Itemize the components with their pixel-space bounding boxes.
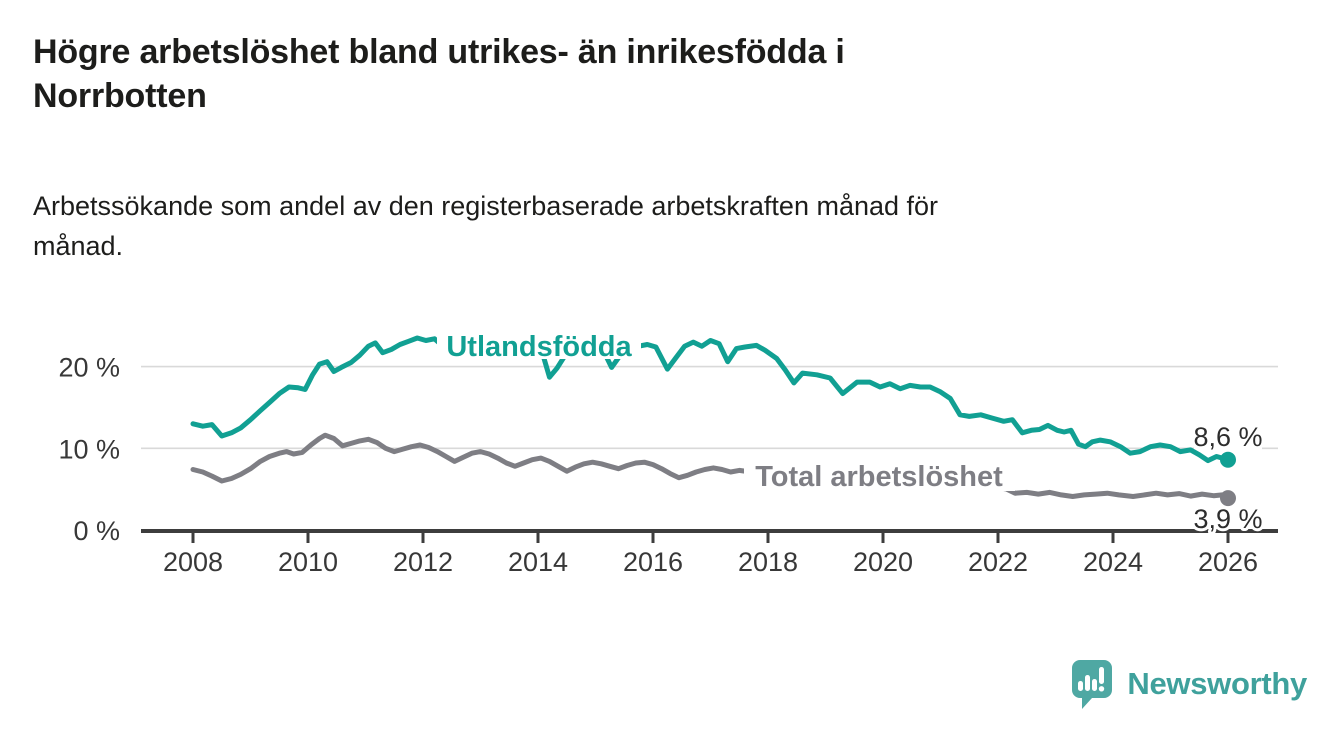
title-line-2: Norrbotten (33, 77, 207, 115)
end-label-mask-0 (1194, 424, 1262, 450)
x-tick-label-2024: 2024 (1083, 547, 1143, 577)
line-label-mask-0 (437, 332, 641, 359)
x-tick-label-2010: 2010 (278, 547, 338, 577)
y-tick-label-0pct: 0 % (73, 516, 120, 546)
title-line-1: Högre arbetslöshet bland utrikes- än inr… (33, 33, 845, 71)
y-tick-label-20pct: 20 % (58, 353, 120, 383)
x-tick-label-2018: 2018 (738, 547, 798, 577)
line-label-mask-1 (744, 461, 1015, 491)
x-tick-label-2012: 2012 (393, 547, 453, 577)
subtitle-line-2: månad. (33, 231, 124, 261)
newsworthy-brand: Newsworthy (1070, 658, 1307, 710)
end-value-label-utlandsf-dda: 8,6 % (1193, 422, 1262, 452)
series-line-utlandsf-dda (190, 335, 1231, 464)
x-tick-label-2020: 2020 (853, 547, 913, 577)
end-dot-total-arbetsl-shet (1220, 490, 1236, 507)
brand-name: Newsworthy (1127, 666, 1307, 701)
x-tick-label-2026: 2026 (1198, 547, 1258, 577)
x-tick-label-2016: 2016 (623, 547, 683, 577)
page-title: Högre arbetslöshet bland utrikes- än inr… (33, 30, 1273, 118)
subtitle-line-1: Arbetssökande som andel av den registerb… (33, 191, 939, 221)
page-subtitle: Arbetssökande som andel av den registerb… (33, 186, 1273, 266)
x-tick-label-2022: 2022 (968, 547, 1028, 577)
line-label-utlandsf-dda: Utlandsfödda (446, 331, 632, 363)
series-line-total-arbetsl-shet (190, 432, 1231, 501)
end-value-label-total-arbetsl-shet: 3,9 % (1193, 504, 1262, 534)
line-label-total-arbetsl-shet: Total arbetslöshet (755, 461, 1003, 493)
y-tick-label-10pct: 10 % (58, 434, 120, 464)
newsworthy-logo-icon (1072, 660, 1113, 709)
end-dot-utlandsf-dda (1220, 451, 1236, 468)
x-tick-label-2008: 2008 (163, 547, 223, 577)
x-tick-label-2014: 2014 (508, 547, 568, 577)
